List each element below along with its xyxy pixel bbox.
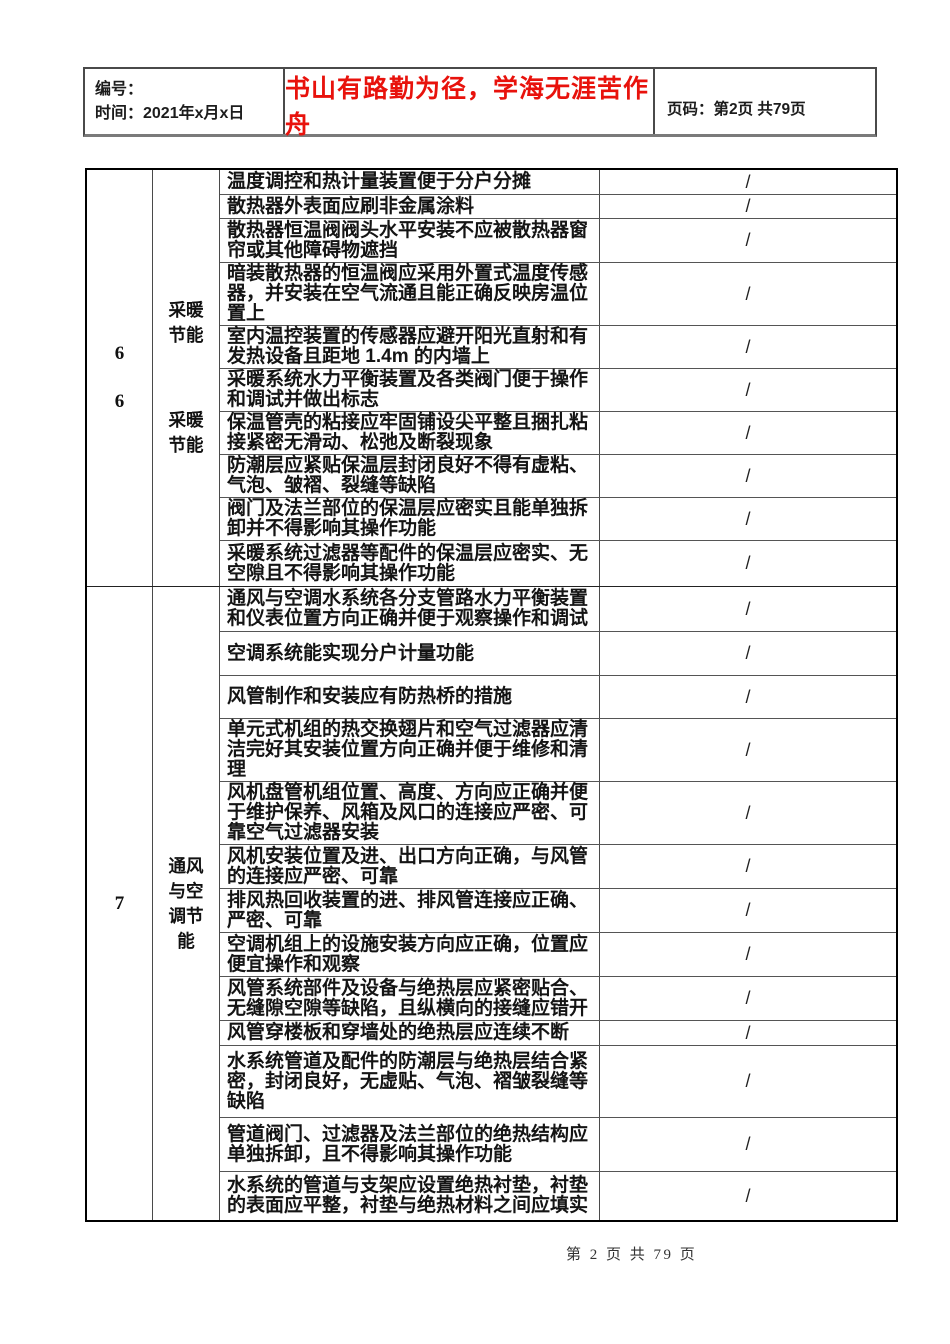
table-section: 6 6 采暖 节能 采暖 节能 温度调控和热计量装置便于分户分摊 / 散热器外表面应刷非金属… — [87, 170, 896, 587]
inspection-item-text: 采暖系统过滤器等配件的保温层应密实、无空隙且不得影响其操作功能 — [220, 541, 600, 586]
header-page-cell: 页码：第2页 共79页 — [653, 69, 875, 134]
section-number: 7 — [114, 892, 125, 914]
inspection-item-row: 采暖系统过滤器等配件的保温层应密实、无空隙且不得影响其操作功能 / — [220, 541, 896, 586]
inspection-item-text: 空调机组上的设施安装方向应正确，位置应便宜操作和观察 — [220, 933, 600, 976]
section-category-cell: 采暖 节能 采暖 节能 — [153, 170, 220, 586]
item-result-cell: / — [745, 900, 751, 920]
item-result-cell: / — [745, 686, 751, 707]
inspection-item-text: 风管制作和安装应有防热桥的措施 — [220, 676, 600, 718]
inspection-item-text: 风机盘管机组位置、高度、方向应正确并便于维护保养、风箱及风口的连接应严密、可靠空… — [220, 782, 600, 844]
inspection-item-row: 采暖系统水力平衡装置及各类阀门便于操作和调试并做出标志 / — [220, 369, 896, 412]
item-result-cell: / — [745, 283, 751, 304]
inspection-item-text: 排风热回收装置的进、排风管连接应正确、严密、可靠 — [220, 889, 600, 932]
document-header: 编号： 时间：2021年x月x日 书山有路勤为径，学海无涯苦作舟 页码：第2页 … — [83, 67, 877, 139]
inspection-item-text: 采暖系统水力平衡装置及各类阀门便于操作和调试并做出标志 — [220, 369, 600, 411]
section-number-cell: 7 — [87, 587, 153, 1220]
inspection-item-text: 风机安装位置及进、出口方向正确，与风管的连接应严密、可靠 — [220, 845, 600, 888]
item-result-cell: / — [745, 598, 751, 619]
inspection-item-text: 空调系统能实现分户计量功能 — [220, 632, 600, 675]
inspection-item-text: 水系统的管道与支架应设置绝热衬垫，衬垫的表面应平整，衬垫与绝热材料之间应填实 — [220, 1172, 600, 1220]
item-result-cell: / — [745, 1071, 751, 1091]
inspection-item-row: 空调系统能实现分户计量功能 / — [220, 632, 896, 676]
inspection-item-row: 防潮层应紧贴保温层封闭良好不得有虚粘、气泡、皱褶、裂缝等缺陷 / — [220, 455, 896, 498]
inspection-item-text: 散热器外表面应刷非金属涂料 — [220, 195, 600, 218]
doc-date-field: 时间：2021年x月x日 — [95, 104, 245, 122]
inspection-item-row: 风管系统部件及设备与绝热层应紧密贴合、无缝隙空隙等缺陷，且纵横向的接缝应错开 / — [220, 977, 896, 1021]
item-result-cell: / — [745, 739, 751, 760]
inspection-item-row: 散热器外表面应刷非金属涂料 / — [220, 195, 896, 219]
item-result-cell: / — [745, 802, 751, 823]
inspection-item-text: 温度调控和热计量装置便于分户分摊 — [220, 170, 600, 194]
inspection-item-row: 管道阀门、过滤器及法兰部位的绝热结构应单独拆卸，且不得影响其操作功能 / — [220, 1118, 896, 1172]
item-result-cell: / — [745, 1185, 751, 1206]
header-motto-cell: 书山有路勤为径，学海无涯苦作舟 — [285, 69, 653, 139]
section-rows: 通风与空调水系统各分支管路水力平衡装置和仪表位置方向正确并便于观察操作和调试 / 空… — [220, 587, 896, 1220]
inspection-item-row: 空调机组上的设施安装方向应正确，位置应便宜操作和观察 / — [220, 933, 896, 977]
item-result-cell: / — [745, 1022, 751, 1043]
inspection-item-row: 风管制作和安装应有防热桥的措施 / — [220, 676, 896, 719]
section-category-cell: 通风 与空 调节 能 — [153, 587, 220, 1220]
inspection-item-text: 暗装散热器的恒温阀应采用外置式温度传感器，并安装在空气流通且能正确反映房温位置上 — [220, 263, 600, 325]
item-result-cell: / — [745, 422, 751, 443]
inspection-item-text: 保温管壳的粘接应牢固铺设尖平整且捆扎粘接紧密无滑动、松弛及断裂现象 — [220, 412, 600, 454]
item-result-cell: / — [745, 171, 751, 192]
inspection-item-row: 暗装散热器的恒温阀应采用外置式温度传感器，并安装在空气流通且能正确反映房温位置上… — [220, 263, 896, 326]
item-result-cell: / — [745, 230, 751, 250]
inspection-item-row: 单元式机组的热交换翅片和空气过滤器应清洁完好其安装位置方向正确并便于维修和清理 / — [220, 719, 896, 782]
footer-page-info: 第 2 页 共 79 页 — [566, 1247, 698, 1263]
section-category-label: 采暖 节能 — [168, 410, 204, 455]
inspection-item-text: 散热器恒温阀阀头水平安装不应被散热器窗帘或其他障碍物遮挡 — [220, 219, 600, 262]
inspection-item-row: 风机盘管机组位置、高度、方向应正确并便于维护保养、风箱及风口的连接应严密、可靠空… — [220, 782, 896, 845]
item-result-cell: / — [745, 508, 751, 529]
item-result-cell: / — [745, 643, 751, 663]
inspection-item-row: 通风与空调水系统各分支管路水力平衡装置和仪表位置方向正确并便于观察操作和调试 / — [220, 587, 896, 632]
inspection-item-text: 风管穿楼板和穿墙处的绝热层应连续不断 — [220, 1021, 600, 1045]
inspection-item-text: 水系统管道及配件的防潮层与绝热层结合紧密，封闭良好，无虚贴、气泡、褶皱裂缝等缺陷 — [220, 1046, 600, 1117]
item-result-cell: / — [745, 379, 751, 400]
inspection-item-row: 水系统的管道与支架应设置绝热衬垫，衬垫的表面应平整，衬垫与绝热材料之间应填实 / — [220, 1172, 896, 1220]
page-footer: 第 2 页 共 79 页 — [566, 1243, 697, 1264]
item-result-cell: / — [745, 988, 751, 1008]
item-result-cell: / — [745, 1134, 751, 1154]
item-result-cell: / — [745, 856, 751, 876]
inspection-item-row: 排风热回收装置的进、排风管连接应正确、严密、可靠 / — [220, 889, 896, 933]
doc-number-field: 编号： — [95, 80, 144, 98]
motto: 书山有路勤为径，学海无涯苦作舟 — [285, 74, 650, 139]
item-result-cell: / — [745, 553, 751, 573]
section-number: 6 — [114, 343, 125, 364]
item-result-cell: / — [745, 944, 751, 964]
section-number: 6 — [114, 391, 125, 412]
inspection-item-row: 保温管壳的粘接应牢固铺设尖平整且捆扎粘接紧密无滑动、松弛及断裂现象 / — [220, 412, 896, 455]
inspection-item-row: 阀门及法兰部位的保温层应密实且能单独拆卸并不得影响其操作功能 / — [220, 498, 896, 541]
table-section: 7 通风 与空 调节 能 通风与空调水系统各分支管路水力平衡装置和仪表位置方向正确并… — [87, 587, 896, 1220]
inspection-item-text: 防潮层应紧贴保温层封闭良好不得有虚粘、气泡、皱褶、裂缝等缺陷 — [220, 455, 600, 497]
inspection-item-text: 管道阀门、过滤器及法兰部位的绝热结构应单独拆卸，且不得影响其操作功能 — [220, 1118, 600, 1171]
inspection-item-text: 通风与空调水系统各分支管路水力平衡装置和仪表位置方向正确并便于观察操作和调试 — [220, 587, 600, 631]
inspection-item-text: 阀门及法兰部位的保温层应密实且能单独拆卸并不得影响其操作功能 — [220, 498, 600, 540]
section-category-label: 通风 与空 调节 能 — [168, 855, 204, 951]
inspection-item-text: 室内温控装置的传感器应避开阳光直射和有发热设备且距地 1.4m 的内墙上 — [220, 326, 600, 368]
inspection-item-text: 风管系统部件及设备与绝热层应紧密贴合、无缝隙空隙等缺陷，且纵横向的接缝应错开 — [220, 977, 600, 1020]
inspection-item-text: 单元式机组的热交换翅片和空气过滤器应清洁完好其安装位置方向正确并便于维修和清理 — [220, 719, 600, 781]
inspection-item-row: 温度调控和热计量装置便于分户分摊 / — [220, 170, 896, 195]
inspection-item-row: 水系统管道及配件的防潮层与绝热层结合紧密，封闭良好，无虚贴、气泡、褶皱裂缝等缺陷… — [220, 1046, 896, 1118]
inspection-table: 6 6 采暖 节能 采暖 节能 温度调控和热计量装置便于分户分摊 / 散热器外表面应刷非金属… — [85, 168, 898, 1222]
inspection-item-row: 室内温控装置的传感器应避开阳光直射和有发热设备且距地 1.4m 的内墙上 / — [220, 326, 896, 369]
section-category-label: 采暖 节能 — [168, 300, 204, 345]
inspection-item-row: 散热器恒温阀阀头水平安装不应被散热器窗帘或其他障碍物遮挡 / — [220, 219, 896, 263]
inspection-item-row: 风管穿楼板和穿墙处的绝热层应连续不断 / — [220, 1021, 896, 1046]
inspection-item-row: 风机安装位置及进、出口方向正确，与风管的连接应严密、可靠 / — [220, 845, 896, 889]
item-result-cell: / — [745, 465, 751, 486]
item-result-cell: / — [745, 336, 751, 357]
page-number-field: 页码：第2页 共79页 — [667, 100, 806, 118]
section-rows: 温度调控和热计量装置便于分户分摊 / 散热器外表面应刷非金属涂料 / 散热器恒温阀阀头水… — [220, 170, 896, 586]
item-result-cell: / — [745, 196, 751, 216]
header-meta-cell: 编号： 时间：2021年x月x日 — [85, 69, 285, 134]
